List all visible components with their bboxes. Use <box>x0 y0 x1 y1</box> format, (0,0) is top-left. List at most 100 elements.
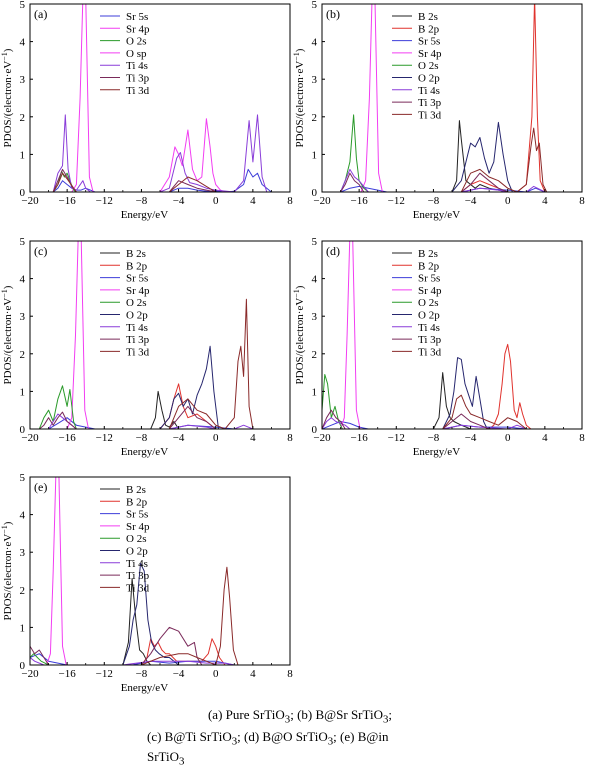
legend-label: O 2s <box>126 533 146 545</box>
x-axis-label: Energy/eV <box>121 209 169 221</box>
legend-label: Sr 5s <box>418 36 440 48</box>
x-tick-label: −20 <box>21 195 39 207</box>
pdos-panel: −20 −16 −12 −8 −4 0 4 8 0 1 2 3 4 5 Energy/eV PDOS/(ele… <box>0 236 293 458</box>
legend-label: Ti 3d <box>126 85 150 97</box>
caption-c: (c) B@Ti SrTiO <box>147 729 232 744</box>
y-tick-label: 3 <box>20 311 26 323</box>
series-line <box>360 4 383 192</box>
legend-label: Ti 4s <box>418 85 440 97</box>
series-line <box>322 421 536 429</box>
y-tick-label: 0 <box>312 187 318 199</box>
caption-separator: ; <box>290 707 298 722</box>
y-axis-label: PDOS/(electron·eV−1) <box>0 48 14 147</box>
legend-label: Ti 4s <box>126 60 148 72</box>
y-tick-label: 2 <box>312 349 318 361</box>
series-line <box>122 578 152 665</box>
x-tick-label: 4 <box>250 668 256 680</box>
series-line <box>460 4 546 192</box>
legend-label: Sr 4p <box>126 521 150 533</box>
legend-label: Ti 3p <box>418 334 442 346</box>
x-tick-label: −16 <box>59 668 77 680</box>
x-tick-label: 0 <box>505 195 511 207</box>
pdos-panel: −20 −16 −12 −8 −4 0 4 8 0 1 2 3 4 5 Energy/eV PDOS/(ele… <box>0 0 293 221</box>
legend-label: O sp <box>126 48 147 60</box>
y-tick-label: 4 <box>20 274 26 286</box>
y-axis-label: PDOS/(electron·eV−1) <box>0 521 14 620</box>
x-tick-label: −16 <box>351 432 369 444</box>
series-line <box>30 626 203 665</box>
legend-label: Sr 4p <box>418 48 442 60</box>
legend-label: Ti 3d <box>418 346 442 358</box>
caption-separator: ; <box>388 707 393 722</box>
series-group <box>322 241 536 429</box>
series-line <box>159 118 226 192</box>
y-tick-label: 2 <box>20 112 26 124</box>
y-tick-label: 1 <box>312 386 318 398</box>
x-tick-label: −4 <box>465 195 477 207</box>
series-line <box>340 172 508 192</box>
y-axis-label: PDOS/(electron·eV−1) <box>292 285 307 384</box>
legend-label: Sr 4p <box>418 285 442 297</box>
legend-label: B 2s <box>418 248 438 260</box>
x-tick-label: −12 <box>388 195 405 207</box>
x-tick-label: −8 <box>136 668 148 680</box>
legend-label: B 2p <box>126 260 148 272</box>
series-line <box>71 4 94 192</box>
caption-sub: 3 <box>231 735 238 748</box>
x-tick-label: −4 <box>465 432 477 444</box>
caption-line-2: (c) B@Ti SrTiO3; (d) B@O SrTiO3; (e) B@i… <box>147 729 600 748</box>
panel-label: (b) <box>326 7 340 21</box>
x-tick-label: −8 <box>136 195 148 207</box>
series-line <box>46 477 67 665</box>
y-tick-label: 1 <box>20 622 26 634</box>
caption-separator: ; <box>333 729 341 744</box>
legend-label: O 2s <box>126 36 146 48</box>
legend-label: Sr 4p <box>126 23 150 35</box>
series-line <box>30 653 235 665</box>
x-tick-label: −12 <box>96 432 113 444</box>
x-tick-label: −20 <box>21 668 39 680</box>
series-line <box>122 563 179 665</box>
x-tick-label: 0 <box>213 668 219 680</box>
y-tick-label: 0 <box>312 424 318 436</box>
y-tick-label: 4 <box>20 37 26 49</box>
x-tick-label: 8 <box>579 432 585 444</box>
x-tick-label: 0 <box>213 195 219 207</box>
series-line <box>48 417 253 429</box>
x-axis-label: Energy/eV <box>121 446 169 458</box>
y-tick-label: 3 <box>312 311 318 323</box>
plot-frame <box>29 476 291 666</box>
caption-sub: 3 <box>327 735 334 748</box>
x-tick-label: −12 <box>96 668 113 680</box>
y-tick-label: 1 <box>20 149 26 161</box>
y-tick-label: 1 <box>20 386 26 398</box>
caption-a: (a) Pure SrTiO <box>207 707 285 722</box>
series-line <box>159 345 219 429</box>
y-tick-label: 5 <box>20 236 26 248</box>
legend-label: Sr 5s <box>126 509 148 521</box>
caption-sub: 3 <box>179 755 185 768</box>
series-line <box>442 357 488 429</box>
legend-label: O 2p <box>418 73 440 85</box>
y-tick-label: 4 <box>312 37 318 49</box>
x-tick-label: 0 <box>505 432 511 444</box>
y-tick-label: 5 <box>312 236 318 248</box>
legend-label: Sr 5s <box>126 273 148 285</box>
x-tick-label: −16 <box>351 195 369 207</box>
legend-label: Ti 3d <box>126 346 150 358</box>
series-line <box>322 374 343 429</box>
x-tick-label: 8 <box>287 668 293 680</box>
pdos-panel: −20 −16 −12 −8 −4 0 4 8 0 1 2 3 4 5 Energy/eV PDOS/(ele… <box>292 236 586 458</box>
series-line <box>48 413 254 429</box>
legend-label: B 2s <box>126 484 146 496</box>
x-tick-label: −20 <box>313 195 331 207</box>
x-tick-label: −8 <box>136 432 148 444</box>
series-group <box>30 477 239 665</box>
series-line <box>141 566 239 665</box>
y-tick-label: 3 <box>20 74 26 86</box>
x-tick-label: −16 <box>59 195 77 207</box>
legend-label: Sr 5s <box>418 273 440 285</box>
legend-label: B 2p <box>418 23 440 35</box>
legend-label: O 2s <box>418 60 438 72</box>
series-line <box>30 653 49 665</box>
